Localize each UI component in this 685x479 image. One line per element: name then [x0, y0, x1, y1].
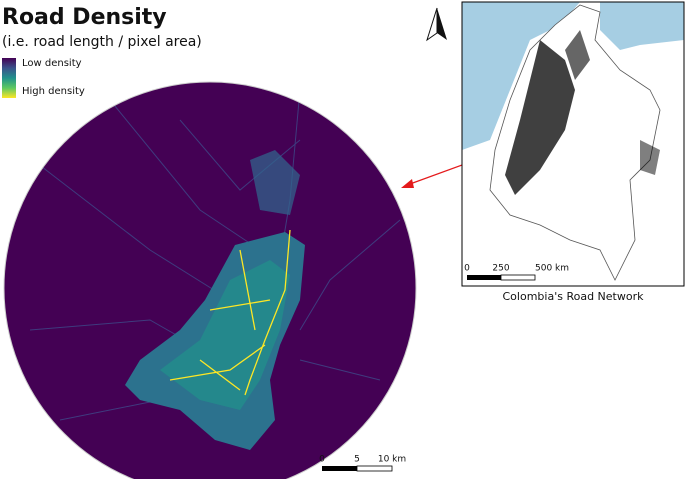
- main-roads: [169, 229, 291, 396]
- scale-label: 10 km: [378, 455, 406, 465]
- inset-caption: Colombia's Road Network: [503, 290, 645, 303]
- north-suburb: [250, 150, 300, 215]
- dense-roads: [640, 140, 660, 175]
- legend-ramp: [2, 58, 16, 98]
- scale-label: 250: [492, 264, 509, 274]
- title: Road Density: [2, 5, 167, 30]
- scale-label: 500 km: [535, 264, 569, 274]
- dense-roads: [565, 30, 590, 80]
- scale-segment: [500, 274, 536, 281]
- scale-segment: [356, 465, 393, 472]
- inset-frame: [461, 1, 685, 287]
- pointer-head: [401, 179, 414, 188]
- scale-segment: [467, 275, 501, 280]
- scale-label: 0: [319, 455, 325, 465]
- legend-high: High density: [22, 86, 85, 97]
- map-outline: [3, 81, 417, 479]
- legend-low: Low density: [22, 58, 82, 69]
- north-arrow: [426, 7, 447, 42]
- subtitle: (i.e. road length / pixel area): [2, 34, 202, 50]
- sea: [600, 2, 684, 50]
- sea: [462, 2, 580, 150]
- scale-segment: [322, 466, 357, 471]
- urban-core: [160, 260, 290, 410]
- scale-label: 0: [464, 264, 470, 274]
- inset-scale-bar: 0 250 500 km: [464, 264, 569, 281]
- density-map: [4, 82, 416, 479]
- dense-roads: [505, 40, 575, 195]
- inset-map: [462, 2, 684, 286]
- main-scale-bar: 0 5 10 km: [319, 455, 406, 472]
- scale-label: 5: [354, 455, 360, 465]
